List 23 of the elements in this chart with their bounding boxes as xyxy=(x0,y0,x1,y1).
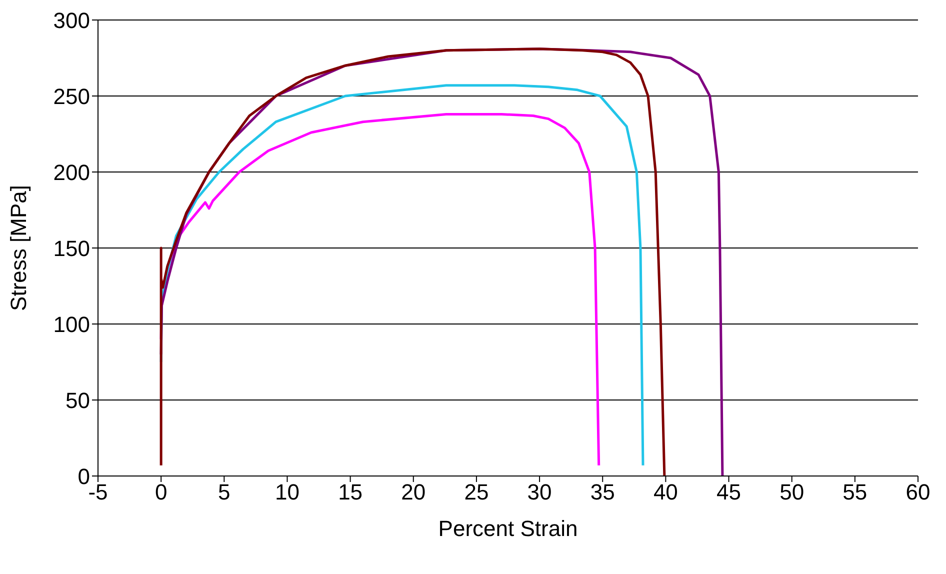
x-tick-label: 0 xyxy=(154,480,168,505)
x-tick-label: 60 xyxy=(906,480,930,505)
y-tick-label: 100 xyxy=(53,312,90,337)
x-tick-label: 25 xyxy=(464,480,489,505)
x-tick-label: 45 xyxy=(716,480,742,505)
x-tick-label: 55 xyxy=(842,480,868,505)
x-tick-label: 40 xyxy=(653,480,678,505)
x-tick-label: 15 xyxy=(338,480,363,505)
x-tick-label: -5 xyxy=(88,480,108,505)
y-tick-label: 150 xyxy=(53,236,90,261)
y-tick-label: 50 xyxy=(66,388,90,413)
y-tick-label: 300 xyxy=(53,8,90,33)
y-tick-label: 200 xyxy=(53,160,90,185)
y-axis-title: Stress [MPa] xyxy=(6,185,31,311)
x-tick-label: 50 xyxy=(780,480,804,505)
x-tick-label: 20 xyxy=(401,480,426,505)
x-tick-label: 10 xyxy=(274,480,300,505)
x-tick-label: 30 xyxy=(527,480,552,505)
x-axis-title: Percent Strain xyxy=(438,516,578,541)
x-tick-label: 5 xyxy=(218,480,230,505)
x-tick-label: 35 xyxy=(590,480,615,505)
y-tick-label: 250 xyxy=(53,84,90,109)
y-tick-label: 0 xyxy=(78,464,90,489)
